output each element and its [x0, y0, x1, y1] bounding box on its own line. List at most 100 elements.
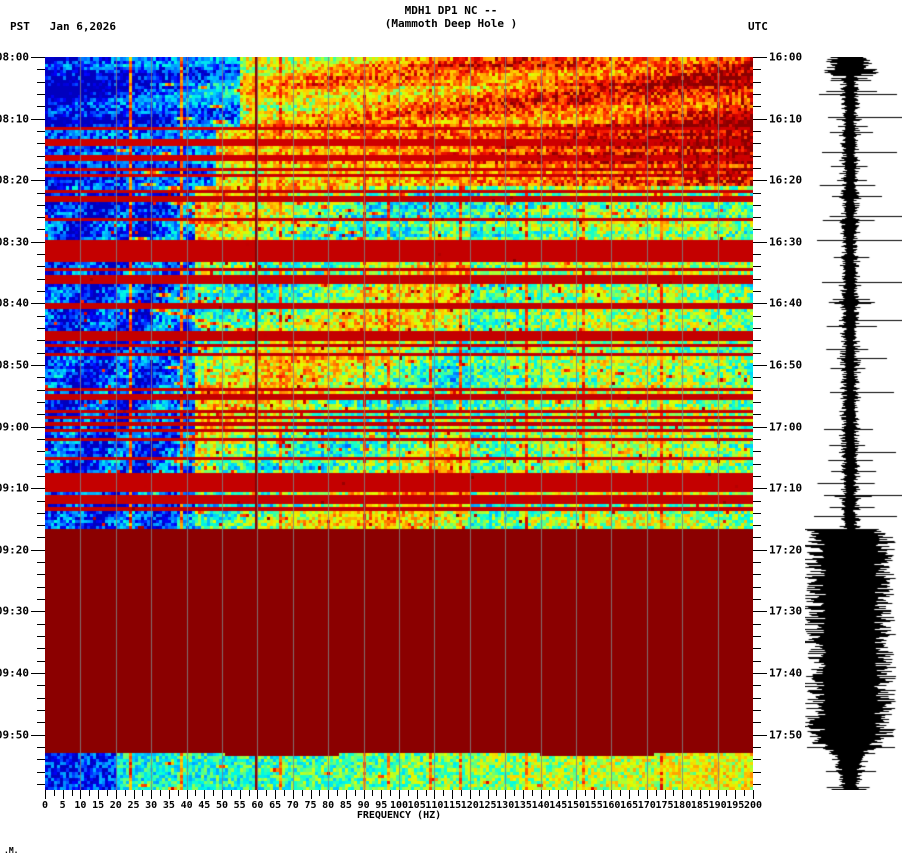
time-tick-minor-right — [753, 697, 761, 699]
time-tick-major-right — [753, 180, 767, 182]
time-label-pst: 08:40 — [0, 296, 29, 310]
time-label-pst: 09:10 — [0, 481, 29, 495]
freq-tick-minor — [301, 790, 303, 796]
freq-tick-minor — [195, 790, 197, 796]
freq-tick-minor — [655, 790, 657, 796]
time-label-utc: 17:10 — [769, 481, 803, 495]
freq-tick-major — [487, 790, 489, 799]
freq-tick-major — [98, 790, 100, 799]
time-tick-minor-left — [37, 697, 45, 699]
time-tick-minor-left — [37, 155, 45, 157]
time-tick-minor-right — [753, 81, 761, 83]
freq-tick-major — [62, 790, 64, 799]
freq-tick-minor — [89, 790, 91, 796]
time-tick-minor-right — [753, 660, 761, 662]
freq-tick-major — [80, 790, 82, 799]
page-subtitle: (Mammoth Deep Hole ) — [384, 17, 518, 30]
time-tick-minor-left — [37, 389, 45, 391]
freq-label: 10 — [74, 800, 87, 811]
freq-tick-major — [469, 790, 471, 799]
time-tick-minor-left — [37, 623, 45, 625]
time-tick-minor-right — [753, 451, 761, 453]
freq-tick-minor — [673, 790, 675, 796]
timezone-left-label: PST — [10, 20, 30, 33]
time-tick-minor-left — [37, 562, 45, 564]
time-tick-minor-left — [37, 463, 45, 465]
freq-label: 45 — [198, 800, 211, 811]
freq-tick-major — [735, 790, 737, 799]
time-tick-minor-right — [753, 685, 761, 687]
freq-label: 5 — [59, 800, 66, 811]
time-tick-minor-right — [753, 746, 761, 748]
freq-tick-minor — [637, 790, 639, 796]
freq-label: 85 — [339, 800, 352, 811]
time-tick-minor-left — [37, 414, 45, 416]
freq-tick-major — [416, 790, 418, 799]
time-tick-major-left — [31, 673, 45, 674]
time-tick-minor-left — [37, 192, 45, 194]
time-tick-minor-right — [753, 377, 761, 379]
corner-artifact-mark: .M. — [4, 846, 19, 855]
spectrogram-plot — [45, 57, 753, 790]
freq-tick-minor — [71, 790, 73, 796]
freq-tick-major — [45, 790, 46, 799]
time-tick-major-right — [753, 118, 767, 120]
freq-label: 75 — [304, 800, 317, 811]
freq-tick-minor — [337, 790, 339, 796]
spectrogram-canvas — [45, 57, 753, 790]
time-tick-minor-left — [37, 660, 45, 662]
time-tick-minor-left — [37, 204, 45, 206]
time-tick-minor-right — [753, 93, 761, 95]
freq-label: 195 — [726, 800, 745, 811]
freq-label: 50 — [215, 800, 229, 811]
time-tick-minor-right — [753, 525, 761, 527]
time-tick-major-left — [31, 426, 45, 428]
time-tick-minor-right — [753, 771, 761, 773]
time-tick-minor-right — [753, 217, 761, 219]
freq-tick-major — [363, 790, 365, 799]
freq-tick-minor — [514, 790, 516, 796]
time-label-utc: 17:40 — [769, 666, 803, 680]
freq-tick-minor — [124, 790, 126, 796]
time-tick-minor-right — [753, 155, 761, 157]
freq-tick-major — [310, 790, 312, 799]
freq-tick-minor — [602, 790, 604, 796]
freq-tick-major — [505, 790, 507, 799]
freq-label: 15 — [92, 800, 105, 811]
seismogram-trace-panel — [805, 57, 902, 790]
freq-label: 160 — [602, 800, 621, 811]
time-tick-minor-right — [753, 291, 761, 293]
freq-tick-major — [753, 790, 754, 799]
freq-tick-major — [239, 790, 241, 799]
time-tick-major-right — [753, 57, 767, 58]
freq-tick-major — [257, 790, 259, 799]
freq-label: 110 — [425, 800, 444, 811]
time-tick-minor-left — [37, 340, 45, 342]
header: PST Jan 6,2026 MDH1 DP1 NC -- (Mammoth D… — [0, 0, 902, 46]
time-tick-minor-right — [753, 537, 761, 539]
time-tick-major-right — [753, 241, 767, 243]
freq-tick-major — [381, 790, 383, 799]
freq-label: 30 — [145, 800, 158, 811]
time-tick-minor-left — [37, 401, 45, 403]
time-tick-minor-right — [753, 69, 761, 71]
time-tick-minor-right — [753, 709, 761, 711]
time-tick-minor-right — [753, 636, 761, 638]
date-label: Jan 6,2026 — [49, 20, 116, 33]
freq-tick-minor — [213, 790, 215, 796]
freq-tick-minor — [142, 790, 144, 796]
time-label-utc: 17:00 — [769, 420, 803, 434]
timezone-right-label: UTC — [748, 20, 768, 33]
time-tick-minor-left — [37, 709, 45, 711]
time-tick-major-right — [753, 673, 767, 674]
time-tick-minor-right — [753, 414, 761, 416]
time-tick-minor-left — [37, 315, 45, 317]
time-label-utc: 17:20 — [769, 543, 803, 557]
time-tick-minor-left — [37, 685, 45, 687]
time-tick-minor-left — [37, 574, 45, 576]
freq-label: 35 — [162, 800, 175, 811]
freq-tick-major — [522, 790, 524, 799]
time-tick-minor-right — [753, 278, 761, 280]
time-label-utc: 17:50 — [769, 728, 803, 742]
time-label-utc: 16:20 — [769, 173, 803, 187]
